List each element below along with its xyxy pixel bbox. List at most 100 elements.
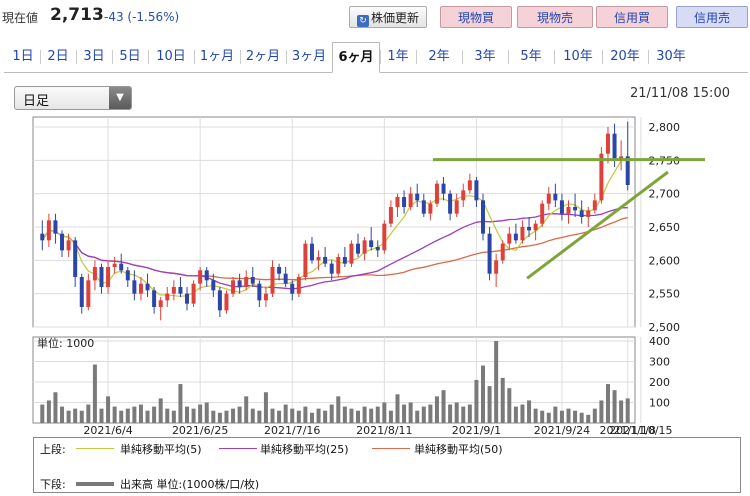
candle-body xyxy=(211,280,216,291)
sell-spot-button[interactable]: 現物売 xyxy=(517,6,593,28)
x-tick-label: 2021/7/16 xyxy=(264,424,320,437)
candle-body xyxy=(533,223,538,231)
candle-body xyxy=(270,267,275,294)
tab-1[interactable]: 2日 xyxy=(47,49,69,64)
volume-bar xyxy=(171,410,176,423)
volume-bar xyxy=(178,384,183,423)
volume-bar xyxy=(573,410,578,423)
candle-body xyxy=(92,267,97,281)
candle-body xyxy=(454,200,459,214)
volume-bar xyxy=(283,404,288,423)
candle-body xyxy=(573,207,578,211)
volume-bar xyxy=(507,388,512,423)
candle-body xyxy=(46,220,51,241)
volume-bar xyxy=(79,410,84,423)
tab-0[interactable]: 1日 xyxy=(12,49,34,64)
legend-ma50-line xyxy=(372,448,410,449)
volume-bar xyxy=(362,406,367,423)
candle-body xyxy=(507,233,512,244)
volume-bar xyxy=(487,386,492,423)
tab-11[interactable]: 3年 xyxy=(474,49,496,64)
tab-6[interactable]: 2ヶ月 xyxy=(245,49,281,64)
volume-bar xyxy=(323,410,328,423)
candle-body xyxy=(382,223,387,251)
candle-body xyxy=(500,243,505,261)
current-price-value: 2,713 xyxy=(50,5,104,25)
volume-bar xyxy=(60,406,65,423)
volume-bar xyxy=(349,408,354,423)
tab-separator xyxy=(380,50,381,64)
sell-margin-button[interactable]: 信用売 xyxy=(676,6,748,28)
candle-body xyxy=(53,220,58,234)
x-tick-label: 2021/10/15 xyxy=(609,424,672,437)
interval-select[interactable]: 日足 ▼ xyxy=(14,86,132,110)
candle-body xyxy=(231,280,236,294)
candle-body xyxy=(513,233,518,241)
volume-bar xyxy=(191,408,196,423)
candle-body xyxy=(125,270,130,281)
candle-body xyxy=(309,243,314,261)
x-tick-label: 2021/8/11 xyxy=(356,424,412,437)
volume-bar xyxy=(579,412,584,423)
tab-7[interactable]: 3ヶ月 xyxy=(291,49,327,64)
legend-lower-label: 下段: xyxy=(40,478,66,491)
buy-margin-button[interactable]: 信用買 xyxy=(596,6,668,28)
volume-bar xyxy=(132,406,137,423)
volume-bar xyxy=(441,390,446,423)
candle-body xyxy=(66,240,71,251)
legend-ma50-label: 単純移動平均(50) xyxy=(414,443,503,456)
x-tick-label: 2021/11/8 xyxy=(600,424,656,437)
volume-bar xyxy=(382,402,387,423)
volume-bar xyxy=(145,410,150,423)
candle-body xyxy=(86,280,91,307)
tab-12[interactable]: 5年 xyxy=(520,49,542,64)
buy-spot-button[interactable]: 現物買 xyxy=(440,6,512,28)
candle-body xyxy=(224,293,229,311)
volume-bar xyxy=(231,408,236,423)
volume-bar xyxy=(204,402,209,423)
candle-body xyxy=(625,156,630,185)
candle-body xyxy=(171,287,176,294)
volume-bar xyxy=(481,365,485,423)
candle-body xyxy=(375,247,380,251)
tab-15[interactable]: 30年 xyxy=(656,49,686,64)
tab-5[interactable]: 1ヶ月 xyxy=(199,49,235,64)
volume-bar xyxy=(342,406,347,423)
candle-body xyxy=(283,273,288,284)
tab-8[interactable]: 6ヶ月 xyxy=(332,42,380,73)
tab-14[interactable]: 20年 xyxy=(610,49,640,64)
candle-body xyxy=(494,260,499,274)
candle-body xyxy=(605,133,610,154)
candle-body xyxy=(323,257,328,264)
volume-bar xyxy=(277,410,282,423)
volume-bar xyxy=(296,410,301,423)
candle-body xyxy=(540,203,545,224)
candle-body xyxy=(428,203,433,214)
tab-2[interactable]: 3日 xyxy=(83,49,105,64)
candle-body xyxy=(421,200,426,214)
volume-bar xyxy=(619,400,624,423)
candle-body xyxy=(185,293,189,304)
update-price-label: 株価更新 xyxy=(370,11,419,25)
tab-13[interactable]: 10年 xyxy=(563,49,593,64)
tab-4[interactable]: 10日 xyxy=(156,49,186,64)
tab-10[interactable]: 2年 xyxy=(428,49,450,64)
tab-separator xyxy=(462,50,463,64)
candle-body xyxy=(145,283,150,291)
volume-bar xyxy=(375,406,380,423)
x-tick-label: 2021/9/1 xyxy=(452,424,501,437)
legend-volume-label: 出来高 単位:(1000株/口/枚) xyxy=(120,478,260,491)
tab-9[interactable]: 1年 xyxy=(387,49,409,64)
candle-body xyxy=(165,293,170,301)
update-price-button[interactable]: ↻ 株価更新 xyxy=(349,6,427,28)
tab-3[interactable]: 5日 xyxy=(119,49,141,64)
volume-bar xyxy=(428,404,433,423)
volume-bar xyxy=(125,408,130,423)
volume-bar xyxy=(566,408,571,423)
candle-body xyxy=(441,183,446,194)
candle-body xyxy=(553,193,558,201)
volume-bar xyxy=(421,406,426,423)
price-y-tick: 2,800 xyxy=(649,121,681,134)
candle-body xyxy=(296,277,301,294)
